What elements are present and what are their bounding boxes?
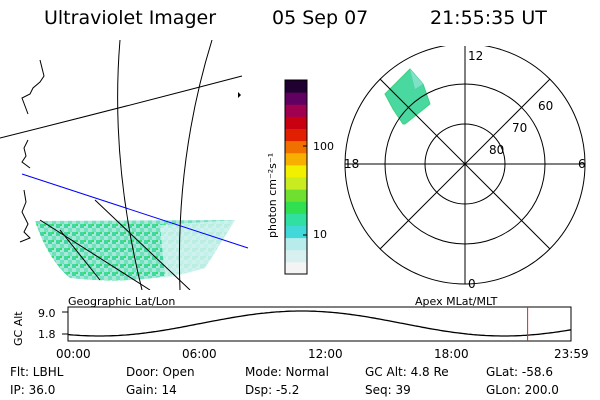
colorbar-step xyxy=(285,261,307,275)
date-label: 05 Sep 07 xyxy=(272,7,369,29)
colorbar-step xyxy=(285,128,307,142)
colorbar-unit-label: photon cm⁻²s⁻¹ xyxy=(266,153,279,238)
colorbar-step xyxy=(285,152,307,166)
colorbar-step xyxy=(285,189,307,202)
altitude-curve xyxy=(67,310,572,337)
mlt-label-12: 12 xyxy=(468,49,483,63)
altitude-plot: GC Alt 9.0 1.8 xyxy=(12,306,572,346)
colorbar-tick-10: 10 xyxy=(313,228,327,241)
xtick-1800: 18:00 xyxy=(434,347,469,361)
colorbar-tick-100: 100 xyxy=(313,140,334,153)
lat-label-80: 80 xyxy=(489,143,504,157)
geo-panel-label: Geographic Lat/Lon xyxy=(68,295,176,308)
colorbar-step xyxy=(285,80,307,93)
time-label: 21:55:35 UT xyxy=(430,7,547,29)
colorbar-step xyxy=(285,177,307,190)
xtick-0600: 06:00 xyxy=(182,347,217,361)
status-glon: GLon: 200.0 xyxy=(486,383,559,397)
status-ip: IP: 36.0 xyxy=(10,383,56,397)
colorbar-step xyxy=(285,92,307,105)
colorbar-border xyxy=(284,79,308,275)
coastline xyxy=(19,59,45,243)
colorbar-step xyxy=(285,237,307,251)
colorbar-step xyxy=(285,104,307,117)
status-gain: Gain: 14 xyxy=(126,383,177,397)
altitude-ylabel: GC Alt xyxy=(12,311,25,346)
colorbar-step xyxy=(285,140,307,154)
lat-label-60: 60 xyxy=(538,99,553,113)
altitude-ytick-9: 9.0 xyxy=(38,307,56,320)
mlt-label-6: 6 xyxy=(578,157,586,171)
status-glat: GLat: -58.6 xyxy=(486,365,553,379)
status-seq: Seq: 39 xyxy=(365,383,411,397)
altitude-ytick-1.8: 1.8 xyxy=(38,328,56,341)
orbit-track-line xyxy=(21,173,249,249)
colorbar-step xyxy=(285,201,307,214)
instrument-title: Ultraviolet Imager xyxy=(44,7,217,29)
mlt-label-18: 18 xyxy=(344,157,359,171)
geographic-map xyxy=(0,40,249,290)
xtick-2359: 23:59 xyxy=(554,347,589,361)
colorbar: photon cm⁻²s⁻¹ xyxy=(266,79,308,275)
status-flt: Flt: LBHL xyxy=(10,365,64,379)
colorbar-step xyxy=(285,164,307,178)
mlt-label-0: 0 xyxy=(468,277,476,291)
polar-panel-label: Apex MLat/MLT xyxy=(415,295,498,308)
colorbar-step xyxy=(285,116,307,129)
status-dsp: Dsp: -5.2 xyxy=(245,383,300,397)
colorbar-step xyxy=(285,225,307,239)
colorbar-step xyxy=(285,213,307,226)
status-gc-alt: GC Alt: 4.8 Re xyxy=(365,365,449,379)
status-door: Door: Open xyxy=(126,365,195,379)
aurora-polar-region xyxy=(384,68,431,125)
status-mode: Mode: Normal xyxy=(245,365,329,379)
polar-plot: 12 18 6 0 60 70 80 xyxy=(344,46,586,291)
xtick-0000: 00:00 xyxy=(56,347,91,361)
colorbar-step xyxy=(285,249,307,263)
lat-label-70: 70 xyxy=(512,121,527,135)
xtick-1200: 12:00 xyxy=(308,347,343,361)
